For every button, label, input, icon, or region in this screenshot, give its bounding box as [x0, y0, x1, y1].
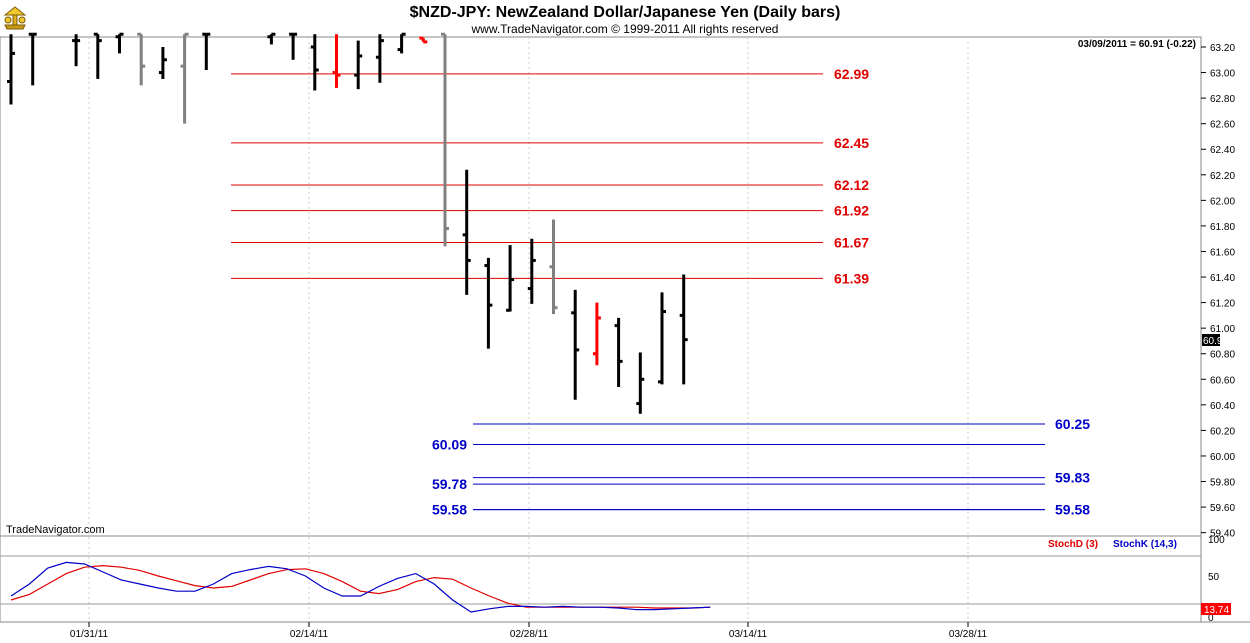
- last-quote: 03/09/2011 = 60.91 (-0.22): [1078, 39, 1196, 50]
- ohlc-bar: [72, 34, 81, 67]
- resistance-label: 61.92: [834, 203, 869, 219]
- last-price-label: 60.91: [1203, 336, 1228, 347]
- ohlc-bar: [180, 32, 189, 124]
- ohlc-bar: [484, 257, 493, 349]
- ohlc-bar: [158, 47, 167, 79]
- stoch-tick-label: 50: [1208, 572, 1220, 583]
- ohlc-bar: [658, 292, 666, 385]
- ohlc-bar: [28, 32, 37, 86]
- price-tick-label: 61.00: [1210, 324, 1235, 335]
- date-tick-label: 02/14/11: [290, 629, 329, 640]
- last-price-badge: [1202, 334, 1220, 346]
- price-tick-label: 60.40: [1210, 401, 1235, 412]
- legend-stochd: StochD (3): [1048, 539, 1098, 550]
- date-tick-label: 02/28/11: [510, 629, 549, 640]
- support-label: 59.58: [1055, 502, 1090, 518]
- ohlc-bar: [289, 32, 298, 60]
- date-axis: 01/31/11 02/14/11 02/28/11 03/14/11 03/28/11: [70, 622, 988, 640]
- chart-title: $NZD-JPY: NewZealand Dollar/Japanese Yen…: [410, 4, 841, 21]
- stochastic-axis: 100 50 0: [1208, 535, 1225, 624]
- ohlc-bar: [614, 317, 623, 387]
- resistance-label: 62.12: [834, 177, 869, 193]
- price-tick-label: 60.80: [1210, 350, 1235, 361]
- vertical-gridlines: [0, 37, 1201, 622]
- price-tick-label: 61.40: [1210, 273, 1235, 284]
- ohlc-bar: [506, 245, 515, 312]
- price-tick-label: 59.80: [1210, 478, 1235, 489]
- price-tick-label: 62.60: [1210, 120, 1235, 131]
- support-label: 59.83: [1055, 470, 1090, 486]
- ohlc-bar: [527, 238, 536, 304]
- ohlc-bar: [441, 32, 449, 247]
- ohlc-bar: [202, 32, 211, 71]
- ohlc-bar: [375, 34, 384, 83]
- ohlc-bar: [462, 169, 471, 295]
- ohlc-bar: [93, 32, 102, 79]
- copyright-text: www.TradeNavigator.com © 1999-2011 All r…: [471, 22, 779, 36]
- price-tick-label: 62.40: [1210, 145, 1235, 156]
- price-tick-label: 61.60: [1210, 247, 1235, 258]
- ohlc-bar: [679, 274, 688, 385]
- legend-stochk: StochK (14,3): [1113, 539, 1177, 550]
- price-tick-label: 63.20: [1210, 43, 1235, 54]
- ohlc-bar: [592, 302, 601, 366]
- price-levels: 62.99 62.45 62.12 61.92 61.67 61.39 60.25 60.09…: [231, 66, 1090, 518]
- price-tick-label: 59.60: [1210, 503, 1235, 514]
- price-tick-label: 62.20: [1210, 171, 1235, 182]
- ohlc-bar: [137, 32, 146, 86]
- price-tick-label: 60.00: [1210, 452, 1235, 463]
- support-label: 60.09: [432, 436, 467, 452]
- price-panel: [0, 36, 1202, 537]
- price-tick-label: 63.00: [1210, 69, 1235, 80]
- ohlc-bar: [354, 40, 363, 90]
- stochastic-lines: [10, 561, 711, 613]
- stoch-tick-label: 100: [1208, 535, 1225, 546]
- support-label: 59.58: [432, 502, 467, 518]
- price-tick-label: 61.80: [1210, 222, 1235, 233]
- ohlc-bar: [549, 219, 558, 315]
- stoch-series-line: [10, 561, 711, 613]
- stoch-value-badge: [1201, 603, 1231, 615]
- price-tick-label: 60.20: [1210, 426, 1235, 437]
- stoch-value-label: 13.74: [1204, 605, 1229, 616]
- resistance-label: 62.45: [834, 135, 869, 151]
- stochastic-panel: [0, 535, 1202, 623]
- ohlc-bar: [636, 352, 645, 414]
- ohlc-bar: [397, 32, 406, 54]
- date-tick-label: 03/28/11: [949, 629, 988, 640]
- ohlc-bar: [115, 32, 124, 54]
- date-tick-label: 03/14/11: [729, 629, 768, 640]
- ohlc-bar: [7, 34, 15, 105]
- ohlc-bar: [332, 34, 341, 88]
- date-tick-label: 01/31/11: [70, 629, 109, 640]
- price-tick-label: 60.60: [1210, 375, 1235, 386]
- ohlc-bar: [571, 289, 580, 400]
- price-tick-label: 62.80: [1210, 94, 1235, 105]
- ohlc-bar: [419, 36, 428, 44]
- price-tick-label: 61.20: [1210, 299, 1235, 310]
- watermark: TradeNavigator.com: [6, 524, 105, 536]
- trade-navigator-logo: [3, 6, 27, 30]
- resistance-label: 61.39: [834, 270, 869, 286]
- ohlc-bar: [267, 32, 276, 45]
- price-tick-label: 59.40: [1210, 529, 1235, 540]
- price-axis: 63.20 63.00 62.80 62.60 62.40 62.20 62.00 61.80…: [1201, 43, 1235, 540]
- support-label: 60.25: [1055, 416, 1090, 432]
- resistance-label: 62.99: [834, 66, 869, 82]
- price-bars: [7, 32, 688, 414]
- support-label: 59.78: [432, 476, 467, 492]
- resistance-label: 61.67: [834, 235, 869, 251]
- ohlc-bar: [310, 34, 319, 91]
- price-tick-label: 62.00: [1210, 196, 1235, 207]
- stoch-tick-label: 0: [1208, 613, 1214, 624]
